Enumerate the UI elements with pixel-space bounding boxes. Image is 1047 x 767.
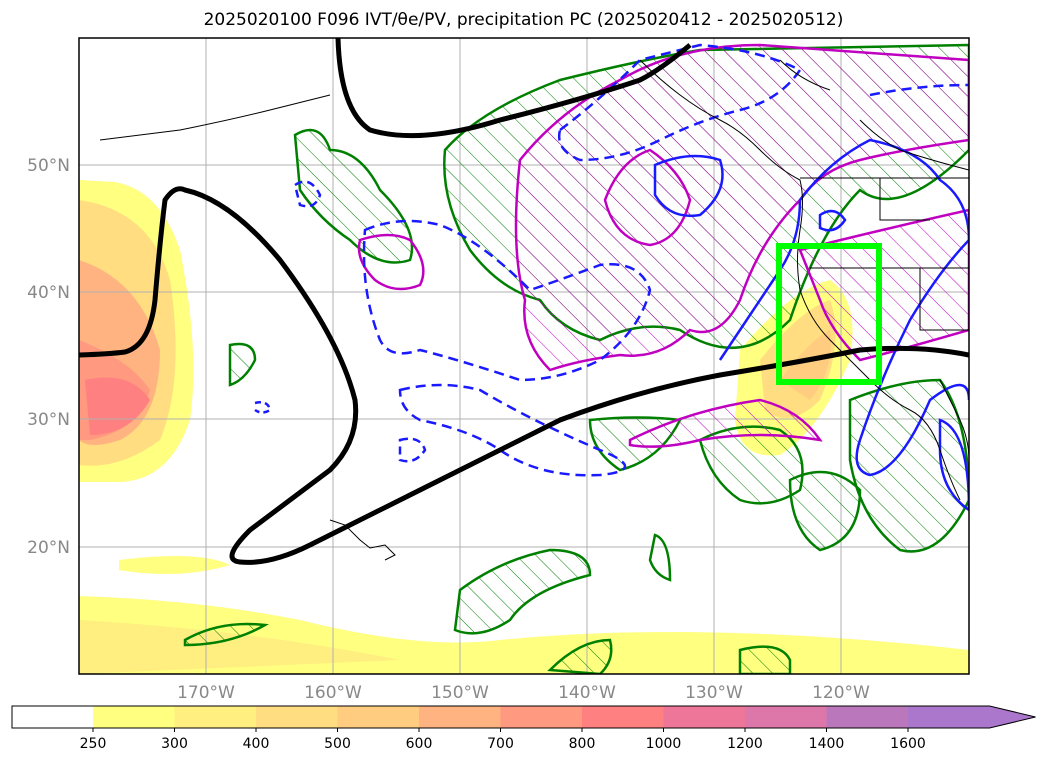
map-frame <box>78 37 970 675</box>
lat-label: 20°N <box>27 538 70 558</box>
colorbar-segment <box>174 706 257 728</box>
colorbar: 250 300 400 500 600 700 800 1000 1200 1400 1600 <box>11 705 1036 752</box>
colorbar-tick-label: 700 <box>487 736 514 752</box>
lon-label: 120°W <box>812 683 870 703</box>
map-title: 2025020100 F096 IVT/θe/PV, precipitation… <box>203 10 844 30</box>
colorbar-segment <box>12 706 93 728</box>
colorbar-tick-label: 1600 <box>890 736 926 752</box>
lon-label: 160°W <box>304 683 362 703</box>
colorbar-tick-label: 800 <box>569 736 596 752</box>
lat-label: 40°N <box>27 283 70 303</box>
colorbar-segment <box>826 706 909 728</box>
colorbar-segment <box>93 706 175 728</box>
colorbar-outline <box>11 705 1036 729</box>
colorbar-segment <box>256 706 338 728</box>
colorbar-segment <box>745 706 827 728</box>
colorbar-segment <box>419 706 501 728</box>
colorbar-tick-label: 1400 <box>809 736 845 752</box>
lat-label: 50°N <box>27 156 70 176</box>
colorbar-segment <box>663 706 746 728</box>
lon-label: 150°W <box>431 683 489 703</box>
colorbar-tick-label: 250 <box>80 736 107 752</box>
colorbar-tick-label: 500 <box>324 736 351 752</box>
lon-label: 170°W <box>177 683 235 703</box>
colorbar-segment <box>582 706 664 728</box>
coastlines <box>99 59 969 561</box>
colorbar-tick-label: 1200 <box>727 736 763 752</box>
lon-label: 140°W <box>558 683 616 703</box>
lon-label: 130°W <box>685 683 743 703</box>
lat-label: 30°N <box>27 410 70 430</box>
colorbar-segment <box>337 706 420 728</box>
colorbar-segment <box>908 706 1036 728</box>
colorbar-tick-label: 300 <box>161 736 188 752</box>
colorbar-segment <box>500 706 583 728</box>
colorbar-tick-label: 600 <box>406 736 433 752</box>
theta-e-contour <box>79 38 969 565</box>
colorbar-tick-label: 400 <box>243 736 270 752</box>
longitude-labels: 170°W 160°W 150°W 140°W 130°W 120°W <box>177 683 870 703</box>
region-box <box>776 243 882 385</box>
colorbar-tick-label: 1000 <box>646 736 682 752</box>
latitude-labels: 50°N 40°N 30°N 20°N <box>27 156 70 558</box>
